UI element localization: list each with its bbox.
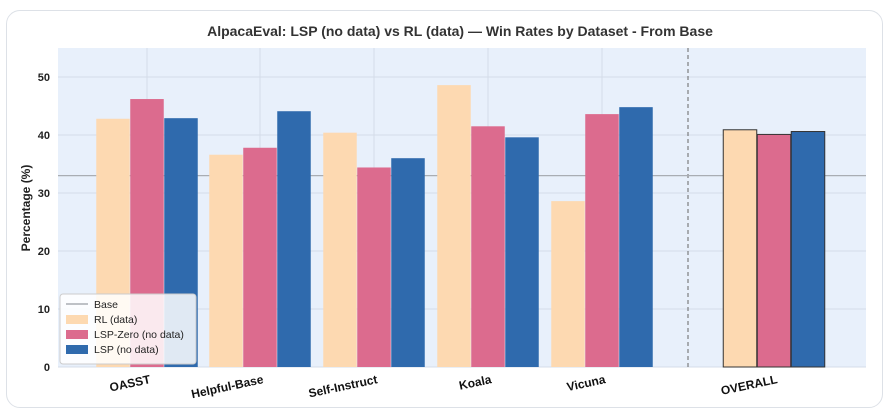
legend-label-base: Base xyxy=(94,299,118,311)
chart-title: AlpacaEval: LSP (no data) vs RL (data) —… xyxy=(207,23,713,39)
y-ticks: 0 10 20 30 40 50 xyxy=(38,72,50,374)
legend-swatch-series-2 xyxy=(66,345,88,354)
bar-vicuna-series-0 xyxy=(551,201,585,367)
bar-vicuna-series-2 xyxy=(619,107,653,367)
bar-self-instruct-series-2 xyxy=(391,158,425,367)
x-tick-label: OVERALL xyxy=(720,372,779,398)
y-tick-label: 30 xyxy=(38,188,50,200)
bars xyxy=(96,85,826,368)
x-tick-label: Self-Instruct xyxy=(307,372,378,400)
y-tick-label: 0 xyxy=(44,362,50,374)
bar-helpful-base-series-0 xyxy=(209,154,243,367)
bar-self-instruct-series-0 xyxy=(323,132,357,367)
legend-label-series-1: LSP-Zero (no data) xyxy=(94,329,184,341)
bar-koala-series-1 xyxy=(471,126,505,367)
y-tick-label: 50 xyxy=(38,72,50,84)
bar-koala-series-0 xyxy=(437,85,471,368)
y-tick-label: 40 xyxy=(38,130,50,142)
legend-label-series-2: LSP (no data) xyxy=(94,344,159,356)
legend-swatch-series-1 xyxy=(66,330,88,339)
y-axis-label: Percentage (%) xyxy=(19,165,33,252)
x-tick-label: Vicuna xyxy=(565,372,607,394)
x-ticks: OASST Helpful-Base Self-Instruct Koala Vicun… xyxy=(108,372,778,401)
y-tick-label: 10 xyxy=(38,304,50,316)
bar-self-instruct-series-1 xyxy=(357,167,391,367)
bar-overall-series-1 xyxy=(756,133,792,368)
bar-vicuna-series-1 xyxy=(585,114,619,368)
bar-koala-series-2 xyxy=(505,137,539,367)
legend-swatch-series-0 xyxy=(66,315,88,324)
x-tick-label: Helpful-Base xyxy=(190,372,265,401)
bar-helpful-base-series-1 xyxy=(243,147,277,367)
bar-overall-series-2 xyxy=(790,131,826,368)
x-tick-label: OASST xyxy=(108,372,152,394)
y-tick-label: 20 xyxy=(38,246,50,258)
bar-overall-series-0 xyxy=(722,129,758,368)
x-tick-label: Koala xyxy=(458,372,493,393)
legend-box xyxy=(59,293,197,365)
bar-helpful-base-series-2 xyxy=(277,111,311,367)
legend: Base RL (data) LSP-Zero (no data) LSP (no d… xyxy=(59,293,197,365)
legend-label-series-0: RL (data) xyxy=(94,314,137,326)
